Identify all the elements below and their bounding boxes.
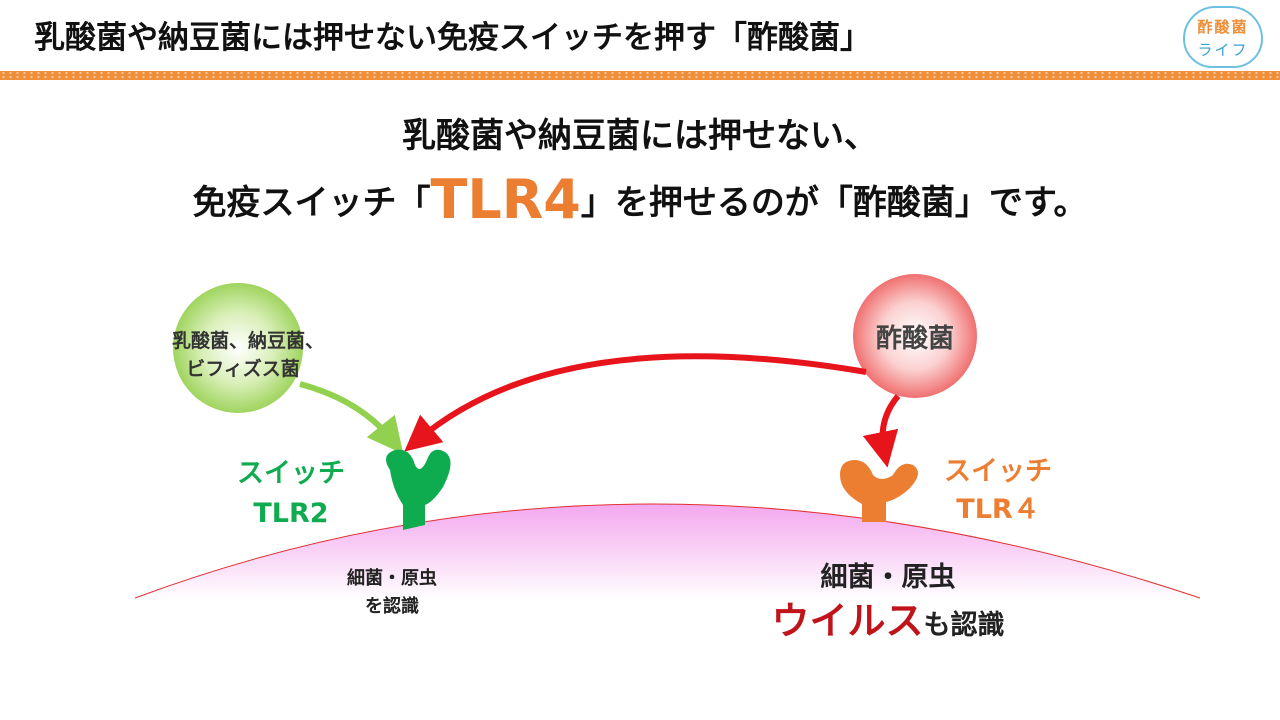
right-recognition-line2: ウイルスも認識 <box>771 599 1004 643</box>
headline-post: 」を押せるのが「酢酸菌」です。 <box>580 183 1088 223</box>
recognition-suffix: も認識 <box>924 609 1005 641</box>
tlr4-label-line1: スイッチ <box>944 456 1052 487</box>
headline-line2: 免疫スイッチ「TLR4」を押せるのが「酢酸菌」です。 <box>0 168 1280 231</box>
tlr2-receptor-icon <box>386 449 451 530</box>
slide-title: 乳酸菌や納豆菌には押せない免疫スイッチを押す「酢酸菌」 <box>34 20 871 56</box>
red-arrow-to-tlr4 <box>862 394 901 468</box>
tlr4-label-line2: TLR４ <box>956 494 1039 525</box>
right-circle-label: 酢酸菌 <box>876 324 954 354</box>
headline-line1: 乳酸菌や納豆菌には押せない、 <box>402 116 878 156</box>
logo: 酢酸菌 ライフ <box>1183 6 1263 68</box>
left-recognition-line1: 細菌・原虫 <box>347 567 437 589</box>
tlr4-receptor-icon <box>840 460 918 522</box>
left-circle-line2: ビフィズス菌 <box>186 357 300 380</box>
logo-line2: ライフ <box>1197 41 1249 59</box>
header-divider <box>0 71 1280 80</box>
left-recognition-line2: を認識 <box>365 595 419 617</box>
logo-line1: 酢酸菌 <box>1197 18 1249 36</box>
tlr2-label-line2: TLR2 <box>253 498 328 529</box>
lactic-bacteria-circle <box>173 283 303 413</box>
acetic-bacteria-circle <box>853 274 977 398</box>
cell-membrane <box>135 504 1200 600</box>
red-arrow-to-tlr2 <box>404 353 867 452</box>
tlr2-label-line1: スイッチ <box>237 458 345 489</box>
virus-highlight: ウイルス <box>771 599 923 643</box>
membrane-outline <box>134 503 1201 599</box>
headline-tlr4: TLR4 <box>430 168 581 231</box>
left-circle-line1: 乳酸菌、納豆菌、 <box>172 329 324 352</box>
headline-pre: 免疫スイッチ「 <box>192 183 431 223</box>
right-recognition-line1: 細菌・原虫 <box>821 562 956 593</box>
green-arrow <box>299 381 404 455</box>
